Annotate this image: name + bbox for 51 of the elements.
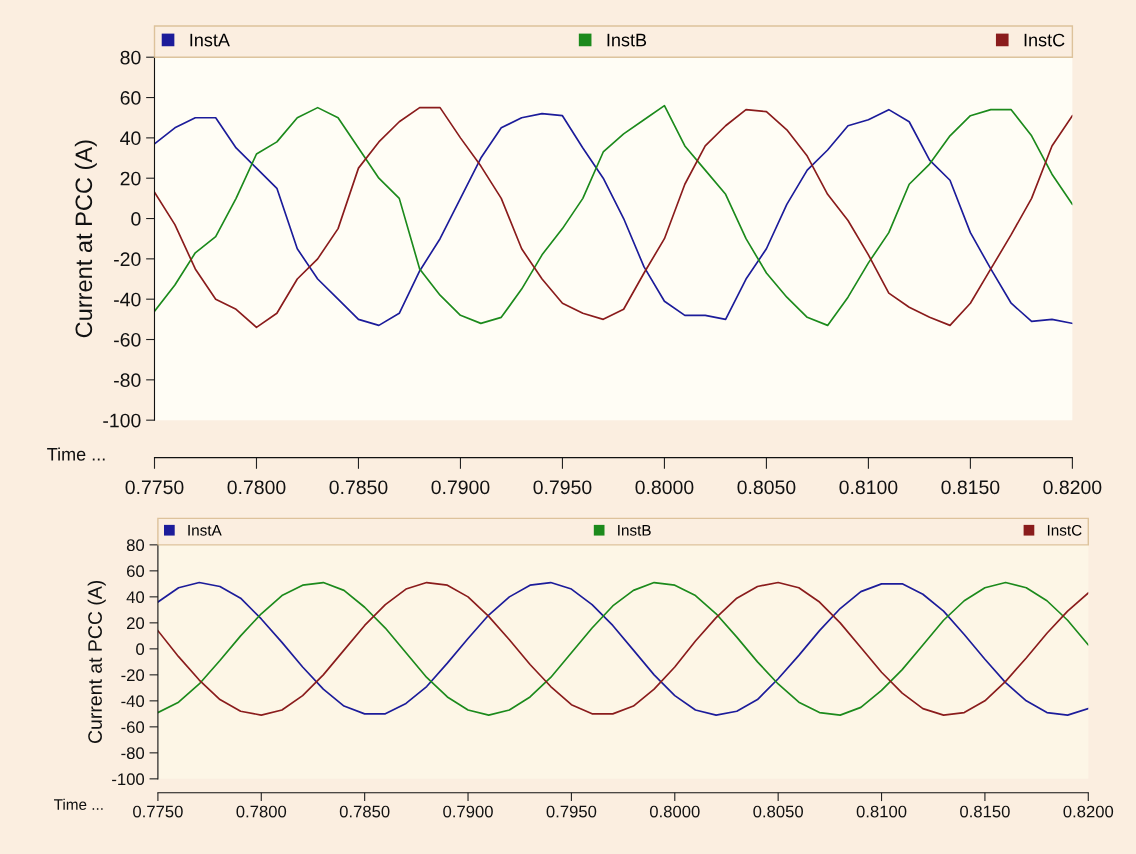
y-tick-label: -20 <box>114 252 141 267</box>
x-tick-label: 0.7800 <box>227 480 286 495</box>
y-tick-label: 40 <box>126 591 145 604</box>
x-tick-label: 0.7950 <box>546 805 597 818</box>
x-tick-label: 0.7800 <box>236 805 287 818</box>
x-tick-label: 0.7900 <box>443 805 493 818</box>
x-tick-label: 0.7850 <box>339 805 390 818</box>
y-tick-label: -100 <box>103 413 141 428</box>
y-tick-label: 60 <box>127 565 145 578</box>
y-tick-label: 0 <box>136 643 145 656</box>
y-tick-label: 80 <box>126 539 145 552</box>
y-tick-label: 20 <box>127 617 145 630</box>
x-tick-label: 0.8100 <box>839 480 898 495</box>
x-tick-label: 0.7750 <box>133 805 183 818</box>
x-axis-title: Time ... <box>53 798 103 810</box>
y-tick-label: -40 <box>121 695 145 708</box>
y-tick-label: -80 <box>114 373 141 388</box>
legend-label: InstB <box>618 525 651 536</box>
x-tick-label: 0.8200 <box>1063 805 1114 818</box>
y-tick-label: 0 <box>131 212 141 226</box>
legend-label: InstA <box>190 33 230 47</box>
x-tick-label: 0.8100 <box>856 805 907 818</box>
y-tick-label: -40 <box>114 292 141 307</box>
x-tick-label: 0.8200 <box>1043 480 1102 495</box>
legend-label: InstC <box>1047 524 1082 536</box>
x-tick-label: 0.7900 <box>431 480 490 495</box>
y-tick-label: -20 <box>121 669 145 682</box>
y-tick-label: 60 <box>120 91 141 105</box>
y-axis-title: Current at PCC (A) <box>74 140 97 338</box>
x-tick-label: 0.8000 <box>649 805 700 818</box>
x-tick-label: 0.7950 <box>533 480 592 495</box>
x-axis-title: Time ... <box>47 447 105 461</box>
x-tick-label: 0.8150 <box>960 805 1010 818</box>
y-tick-label: 80 <box>120 50 141 65</box>
y-tick-label: 20 <box>120 171 141 186</box>
y-tick-label: 40 <box>120 131 141 146</box>
x-tick-label: 0.7850 <box>329 480 388 495</box>
x-tick-label: 0.7750 <box>125 480 184 495</box>
x-tick-label: 0.8150 <box>941 480 1000 495</box>
legend-label: InstC <box>1024 33 1065 47</box>
y-tick-label: -80 <box>121 747 145 760</box>
x-tick-label: 0.8000 <box>635 480 694 495</box>
y-tick-label: -100 <box>112 773 145 786</box>
legend-label: InstA <box>188 525 222 536</box>
y-tick-label: -60 <box>121 721 145 734</box>
y-tick-label: -60 <box>114 332 141 347</box>
x-tick-label: 0.8050 <box>753 805 803 818</box>
x-tick-label: 0.8050 <box>737 480 796 495</box>
y-axis-title: Current at PCC (A) <box>87 580 106 743</box>
line-series <box>157 581 1089 716</box>
legend-label: InstB <box>607 33 647 47</box>
